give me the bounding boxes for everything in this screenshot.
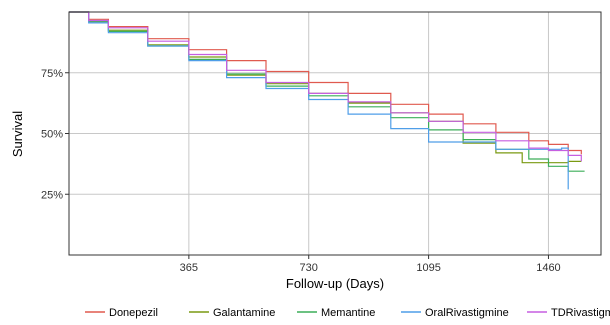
series-group — [69, 11, 585, 190]
legend: Donepezil Galantamine Memantine OralRivasti… — [85, 307, 610, 319]
series-line-tdrivastigmine — [69, 11, 582, 162]
x-axis-title: Follow-up (Days) — [286, 276, 384, 291]
y-axis-title: Survival — [10, 111, 25, 157]
x-axis-ticks: 365 730 1095 1460 — [180, 255, 561, 274]
legend-label-donepezil: Donepezil — [109, 307, 158, 319]
legend-label-galantamine: Galantamine — [213, 307, 275, 319]
x-tick-label: 365 — [180, 262, 198, 274]
y-tick-label: 75% — [41, 68, 63, 80]
y-tick-label: 50% — [41, 129, 63, 141]
x-tick-label: 730 — [300, 262, 318, 274]
x-tick-label: 1460 — [536, 262, 560, 274]
y-tick-label: 25% — [41, 189, 63, 201]
y-axis-ticks: 25% 50% 75% — [41, 68, 69, 201]
x-tick-label: 1095 — [416, 262, 440, 274]
legend-label-tdrivastigmine: TDRivastigmine — [551, 307, 610, 319]
legend-label-memantine: Memantine — [321, 307, 375, 319]
series-line-oralrivastigmine — [69, 11, 569, 190]
legend-label-oralrivastigmine: OralRivastigmine — [425, 307, 509, 319]
